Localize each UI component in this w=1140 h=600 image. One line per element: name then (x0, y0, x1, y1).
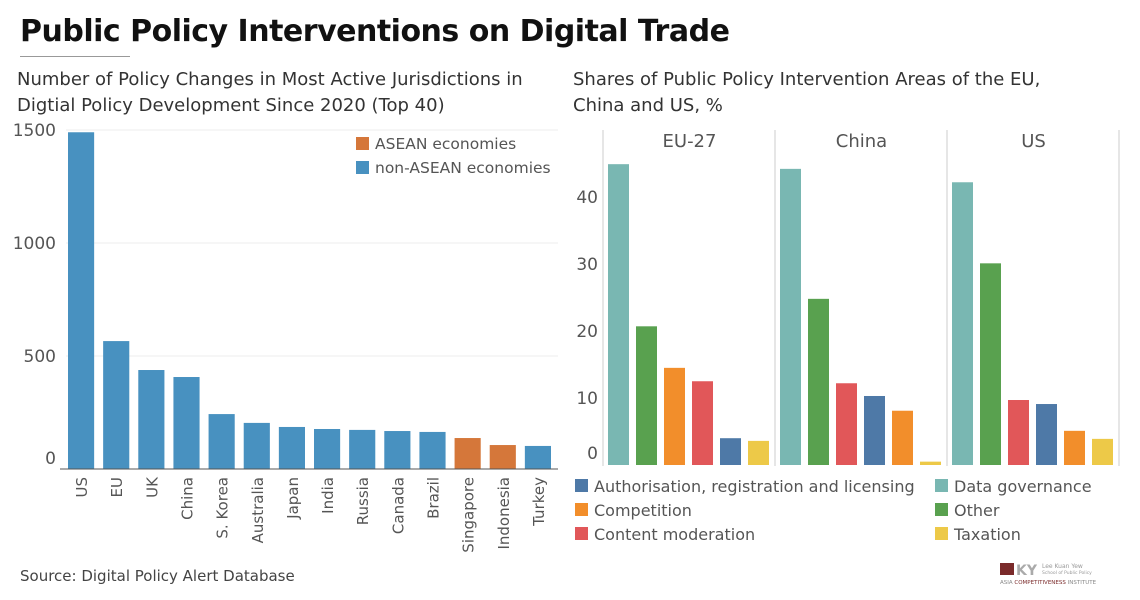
bar (278, 426, 305, 469)
panel-header: EU-27 (663, 131, 717, 152)
left-chart-title: Number of Policy Changes in Most Active … (17, 69, 523, 116)
panel-header: China (836, 131, 887, 152)
y-tick-label: 0 (45, 449, 56, 469)
svg-text:KY: KY (1016, 563, 1038, 579)
bar (314, 428, 341, 469)
legend-label: non-ASEAN economies (375, 159, 551, 177)
bar (836, 383, 857, 465)
y-tick-label: 10 (576, 389, 598, 409)
x-tick-label: US (73, 477, 91, 498)
bar (384, 431, 411, 469)
bar (489, 445, 516, 469)
x-tick-label: Russia (354, 477, 372, 525)
bar (864, 395, 885, 465)
y-tick-label: 20 (576, 322, 598, 342)
bar (454, 438, 481, 469)
x-tick-label: Brazil (425, 477, 443, 519)
bar (980, 263, 1001, 465)
bar (664, 367, 685, 465)
bar (1092, 438, 1113, 465)
legend-label: Content moderation (594, 525, 755, 544)
bar (1036, 404, 1057, 465)
bar (138, 370, 165, 469)
right-chart-title: Shares of Public Policy Intervention Are… (573, 69, 1041, 116)
bar (208, 414, 235, 469)
bar (243, 422, 270, 469)
bar (952, 182, 973, 465)
y-tick-label: 30 (576, 255, 598, 275)
svg-text:ASIA COMPETITIVENESS INSTITUTE: ASIA COMPETITIVENESS INSTITUTE (1000, 580, 1097, 586)
x-tick-label: Japan (284, 477, 302, 520)
legend-swatch (935, 527, 948, 540)
x-tick-label: Indonesia (495, 477, 513, 550)
y-tick-label: 1000 (13, 234, 56, 254)
legend-swatch (356, 137, 369, 150)
legend-swatch (356, 161, 369, 174)
bar (68, 132, 95, 469)
x-tick-label: India (319, 477, 337, 514)
bar (808, 298, 829, 465)
bar (349, 429, 376, 469)
bar (780, 168, 801, 466)
bar (920, 461, 941, 465)
bar (419, 431, 446, 469)
title-divider (20, 56, 130, 57)
bar (748, 440, 769, 465)
bar (720, 438, 741, 465)
bar (892, 410, 913, 465)
legend-label: Data governance (954, 477, 1092, 496)
legend-label: Taxation (953, 525, 1021, 544)
y-tick-label: 0 (587, 444, 598, 464)
bar (173, 377, 200, 469)
x-tick-label: EU (108, 477, 126, 497)
legend-swatch (575, 527, 588, 540)
legend-label: Competition (594, 501, 692, 520)
x-tick-label: Australia (249, 477, 267, 543)
x-tick-label: Turkey (530, 477, 548, 527)
panel-header: US (1021, 131, 1046, 152)
page-title: Public Policy Interventions on Digital T… (20, 14, 730, 49)
source-note: Source: Digital Policy Alert Database (20, 567, 295, 585)
svg-text:Lee Kuan Yew: Lee Kuan Yew (1042, 563, 1083, 570)
bar (608, 164, 629, 466)
bar (1008, 400, 1029, 465)
x-tick-label: Singapore (460, 477, 478, 553)
legend-swatch (935, 503, 948, 516)
bar (636, 326, 657, 465)
legend-swatch (575, 479, 588, 492)
lky-logo: KY Lee Kuan Yew School of Public Policy … (1000, 563, 1097, 586)
bar (524, 445, 551, 469)
x-tick-label: Canada (389, 477, 407, 534)
y-tick-label: 40 (576, 188, 598, 208)
legend-label: Other (954, 501, 1000, 520)
bar (692, 381, 713, 465)
bar (103, 341, 130, 469)
x-tick-label: S. Korea (214, 477, 232, 539)
x-tick-label: China (179, 477, 197, 520)
y-tick-label: 500 (24, 347, 56, 367)
legend-swatch (575, 503, 588, 516)
x-tick-label: UK (143, 476, 161, 498)
bar (1064, 430, 1085, 465)
legend-label: ASEAN economies (375, 135, 516, 153)
legend-label: Authorisation, registration and licensin… (594, 477, 915, 496)
legend-swatch (935, 479, 948, 492)
svg-text:School of Public Policy: School of Public Policy (1042, 570, 1092, 576)
y-tick-label: 1500 (13, 121, 56, 141)
